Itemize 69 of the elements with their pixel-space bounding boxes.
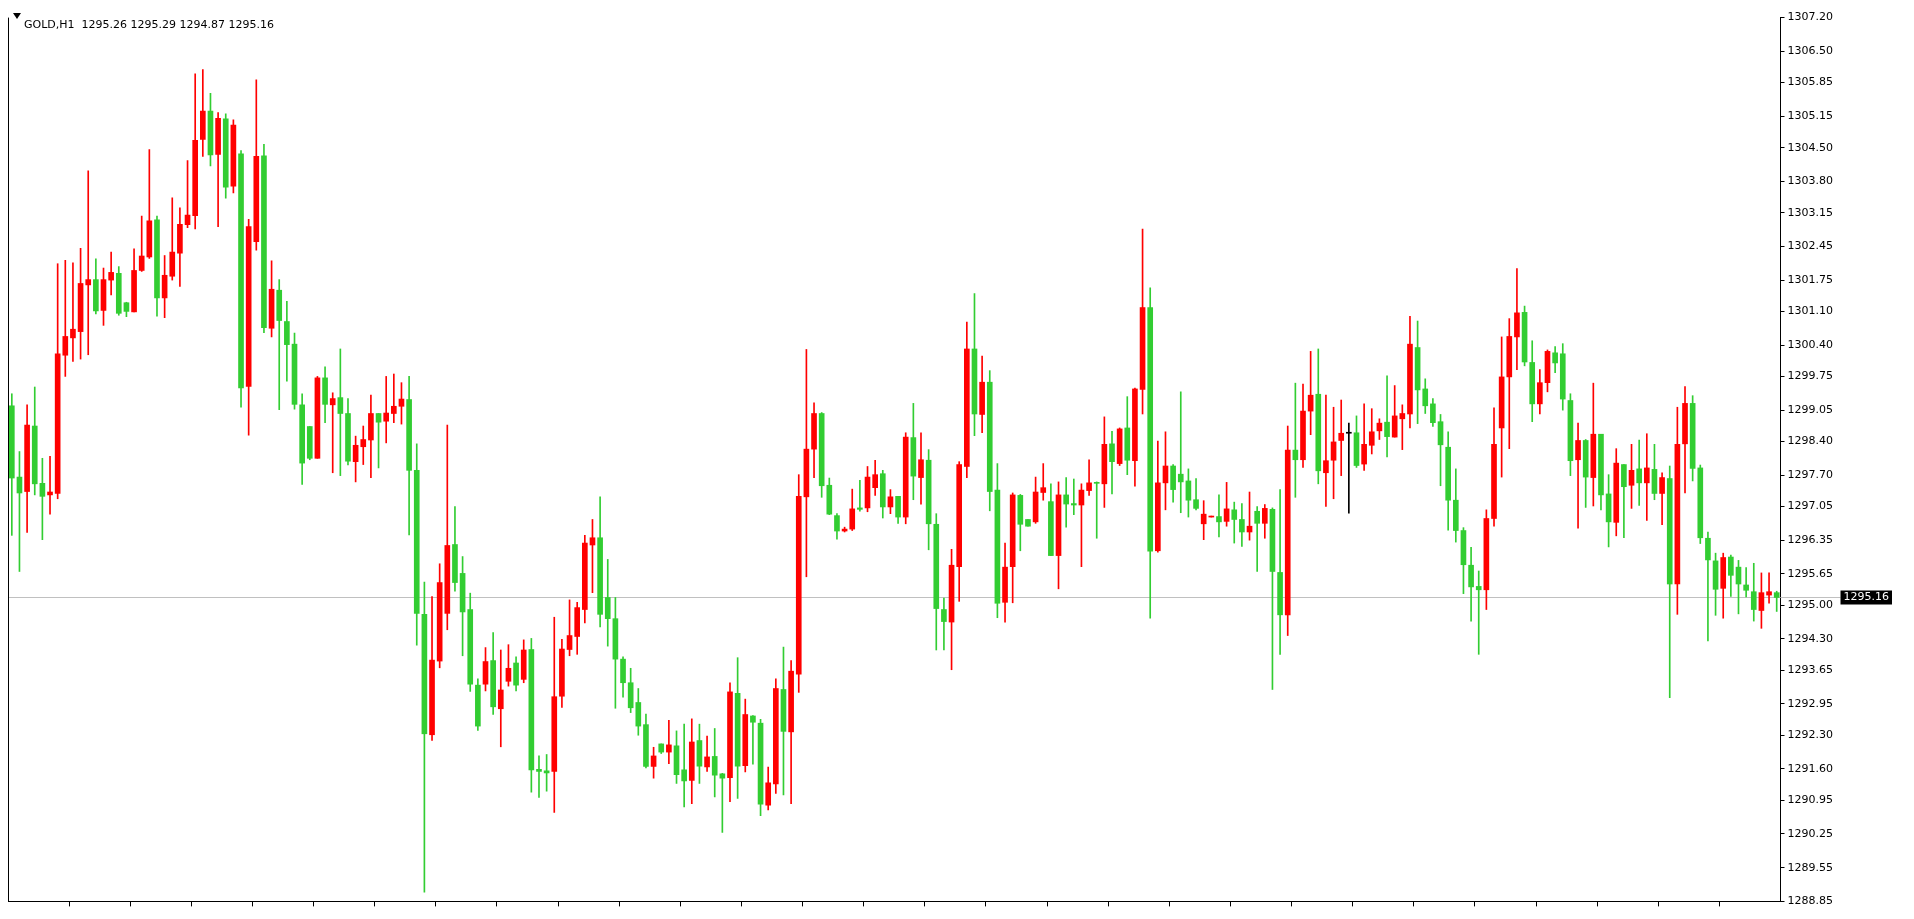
- y-tick-label: 1302.45: [1787, 239, 1834, 253]
- y-tick-label: 1300.40: [1787, 337, 1834, 351]
- candlestick: [1338, 399, 1345, 476]
- candlestick: [750, 715, 756, 765]
- ref-line-label: 1295.16: [1843, 590, 1890, 604]
- candlestick: [1743, 567, 1749, 598]
- y-tick-label: 1303.80: [1787, 174, 1834, 188]
- y-tick-label: 1290.95: [1787, 793, 1834, 807]
- candlestick: [1070, 478, 1077, 515]
- candlestick: [497, 649, 504, 748]
- y-tick-label: 1305.85: [1787, 75, 1834, 89]
- y-tick-label: 1301.10: [1787, 304, 1834, 318]
- y-tick-label: 1303.15: [1787, 205, 1834, 219]
- candlestick: [1766, 572, 1772, 604]
- candlestick: [604, 559, 611, 647]
- candlestick: [1063, 477, 1069, 528]
- y-tick-label: 1289.55: [1787, 860, 1834, 874]
- y-tick-label: 1293.65: [1787, 663, 1834, 677]
- candlestick: [47, 456, 53, 515]
- candlestick: [1093, 481, 1100, 539]
- candlestick: [1216, 494, 1222, 538]
- candlestick: [276, 279, 283, 410]
- candlestick: [1514, 268, 1520, 371]
- candlestick: [1040, 463, 1047, 501]
- candlestick: [1086, 459, 1092, 496]
- candlestick: [329, 392, 336, 474]
- y-tick-label: 1295.65: [1787, 566, 1834, 580]
- y-tick-label: 1299.75: [1787, 369, 1834, 383]
- candlestick: [681, 723, 687, 808]
- y-tick-label: 1295.00: [1787, 598, 1834, 612]
- candlestick: [1346, 422, 1352, 514]
- candlestick: [1231, 501, 1238, 544]
- y-tick-label: 1297.70: [1787, 468, 1834, 482]
- candlestick: [1575, 422, 1581, 529]
- candlestick: [85, 170, 92, 356]
- y-tick-label: 1301.75: [1787, 272, 1834, 286]
- candlestick: [941, 597, 947, 651]
- candlestick: [1254, 506, 1260, 572]
- y-tick-label: 1299.05: [1787, 402, 1834, 416]
- candlestick: [1323, 394, 1329, 507]
- candlestick: [1384, 375, 1390, 458]
- candlestick: [536, 755, 542, 798]
- y-tick-label: 1296.35: [1787, 533, 1834, 547]
- candlestick: [62, 260, 69, 377]
- candlestick: [1177, 391, 1184, 514]
- y-tick-label: 1294.30: [1787, 631, 1834, 645]
- y-tick-label: 1297.05: [1787, 499, 1834, 513]
- candlestick: [1636, 439, 1642, 506]
- y-tick-label: 1288.85: [1787, 894, 1834, 908]
- candlestick: [360, 425, 367, 465]
- candlestick: [1705, 531, 1711, 642]
- y-tick-label: 1292.95: [1787, 696, 1834, 710]
- y-tick-label: 1306.50: [1787, 44, 1834, 58]
- y-tick-label: 1290.25: [1787, 826, 1834, 840]
- candlestick: [666, 719, 672, 764]
- y-tick-label: 1298.40: [1787, 434, 1834, 448]
- y-tick-label: 1305.15: [1787, 109, 1834, 123]
- candlestick: [108, 251, 114, 296]
- candlestick: [1643, 433, 1650, 521]
- y-tick-label: 1291.60: [1787, 761, 1834, 775]
- candlestick: [383, 376, 390, 444]
- y-tick-label: 1304.50: [1787, 140, 1834, 154]
- y-tick-label: 1307.20: [1787, 10, 1834, 24]
- y-tick-label: 1292.30: [1787, 728, 1834, 742]
- candlestick: [1475, 570, 1482, 655]
- candlestick: [70, 262, 76, 362]
- chart-title: GOLD,H1 1295.26 1295.29 1294.87 1295.16: [24, 18, 274, 32]
- candlestick: [391, 373, 397, 423]
- candlestick: [857, 480, 863, 512]
